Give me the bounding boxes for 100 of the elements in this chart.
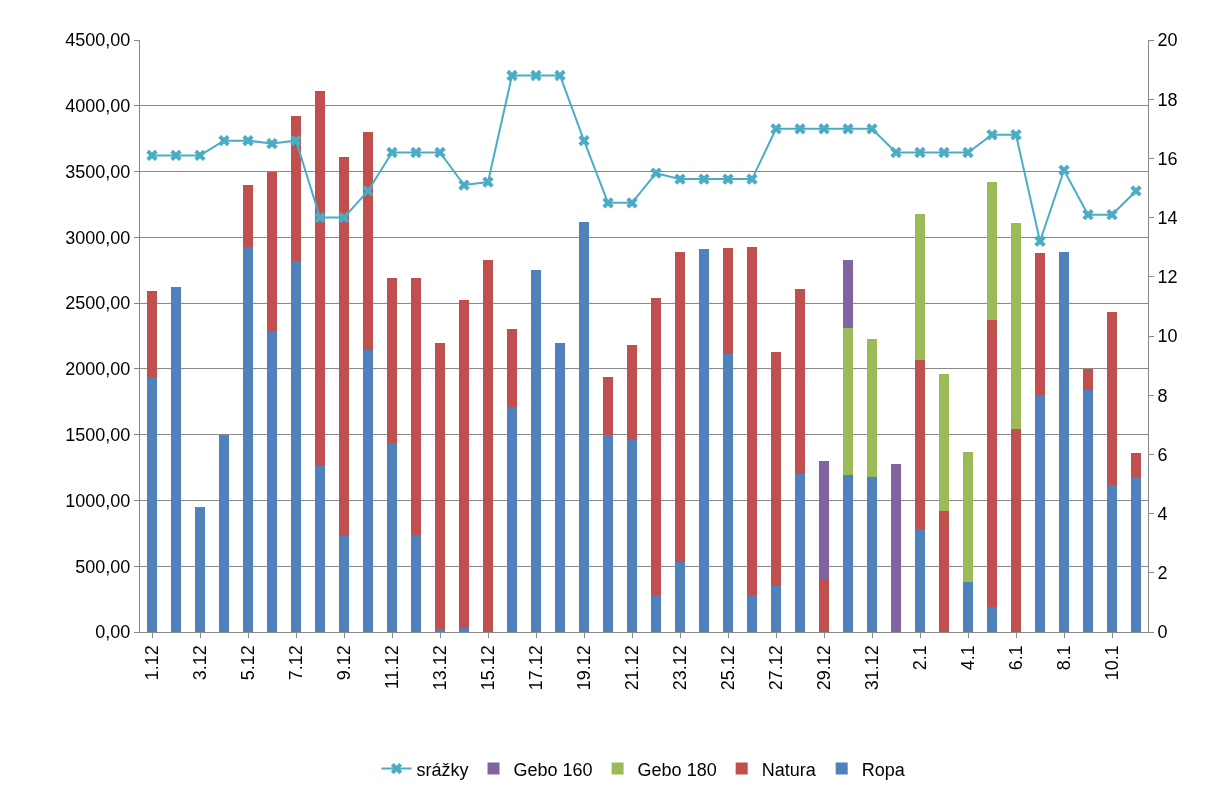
- bar: [627, 439, 637, 632]
- bar: [339, 157, 349, 536]
- x-tick-label: 17.12: [525, 645, 546, 691]
- legend-label: Gebo 160: [513, 759, 593, 780]
- legend-label: Ropa: [861, 759, 906, 780]
- y2-tick-label: 16: [1157, 148, 1178, 169]
- bar: [795, 474, 805, 632]
- bar: [363, 350, 373, 632]
- point: [578, 134, 590, 147]
- x-tick-label: 19.12: [573, 645, 594, 691]
- point: [434, 146, 446, 159]
- point: [890, 146, 902, 159]
- bar: [915, 213, 925, 360]
- bar: [219, 434, 229, 632]
- bar: [963, 451, 973, 583]
- point: [674, 173, 686, 185]
- bar: [387, 278, 397, 443]
- legend-label: Natura: [761, 759, 817, 780]
- bar: [747, 246, 757, 596]
- bar: [315, 466, 325, 632]
- bar: [147, 376, 157, 632]
- x-tick-label: 3.12: [189, 645, 210, 681]
- bar: [483, 259, 493, 632]
- y2-tick-label: 12: [1157, 267, 1178, 288]
- point: [242, 134, 254, 147]
- y2-tick-label: 0: [1157, 622, 1168, 643]
- y2-tick-label: 14: [1157, 207, 1178, 228]
- y-tick-label: 4000,00: [65, 96, 131, 117]
- bar: [771, 351, 781, 586]
- bar: [195, 507, 205, 632]
- bar: [147, 291, 157, 377]
- y-tick-label: 0,00: [95, 622, 131, 643]
- x-tick-label: 29.12: [813, 645, 834, 691]
- point: [146, 149, 158, 162]
- point: [818, 123, 830, 135]
- point: [1130, 185, 1142, 197]
- bar: [987, 182, 997, 321]
- bar: [435, 342, 445, 630]
- bar: [579, 221, 589, 632]
- y-tick-label: 3500,00: [65, 161, 131, 182]
- point: [554, 69, 566, 82]
- bar: [291, 116, 301, 262]
- point: [218, 134, 230, 147]
- bar: [915, 529, 925, 632]
- point: [266, 137, 278, 150]
- legend-label: srážky: [416, 759, 469, 780]
- point: [602, 197, 614, 209]
- point: [650, 167, 662, 179]
- bar: [771, 585, 781, 632]
- bar: [459, 300, 469, 629]
- point: [314, 211, 326, 224]
- point: [290, 134, 302, 147]
- bar: [411, 278, 421, 535]
- bar: [171, 287, 181, 632]
- x-tick-label: 5.12: [237, 645, 258, 681]
- x-tick-label: 4.1: [957, 645, 978, 671]
- point: [1106, 208, 1118, 221]
- x-tick-label: 27.12: [765, 645, 786, 691]
- x-tick-label: 23.12: [669, 645, 690, 691]
- bar: [723, 354, 733, 632]
- x-tick-label: 21.12: [621, 645, 642, 691]
- point: [842, 123, 854, 135]
- bar: [699, 249, 709, 632]
- y2-tick-label: 20: [1157, 30, 1178, 51]
- y2-tick-label: 8: [1157, 385, 1168, 406]
- bar: [267, 171, 277, 331]
- bar: [651, 297, 661, 596]
- bar: [603, 376, 613, 435]
- bar: [507, 407, 517, 632]
- bar: [1131, 476, 1141, 632]
- point: [1010, 129, 1022, 141]
- x-tick-label: 7.12: [285, 645, 306, 681]
- bar: [819, 579, 829, 632]
- point: [1058, 164, 1070, 176]
- x-tick-label: 13.12: [429, 645, 450, 691]
- point: [698, 173, 710, 185]
- bar: [1035, 253, 1045, 396]
- y-tick-label: 500,00: [75, 556, 131, 577]
- point: [938, 146, 950, 159]
- bar: [555, 342, 565, 632]
- point: [794, 123, 806, 135]
- bar: [843, 475, 853, 632]
- point: [530, 69, 542, 82]
- bar: [747, 595, 757, 632]
- x-tick-label: 15.12: [477, 645, 498, 691]
- bar: [963, 582, 973, 632]
- y2-tick-label: 18: [1157, 89, 1178, 110]
- bar: [1107, 484, 1117, 632]
- bar: [315, 91, 325, 467]
- y-tick-label: 2000,00: [65, 359, 131, 380]
- bar: [435, 629, 445, 632]
- y-tick-label: 1500,00: [65, 424, 131, 445]
- bar: [1107, 312, 1117, 485]
- bar: [723, 247, 733, 355]
- x-tick-label: 1.12: [141, 645, 162, 681]
- x-tick-label: 9.12: [333, 645, 354, 681]
- bar: [1083, 368, 1093, 390]
- bar: [243, 184, 253, 247]
- point: [1034, 235, 1046, 247]
- point: [866, 123, 878, 135]
